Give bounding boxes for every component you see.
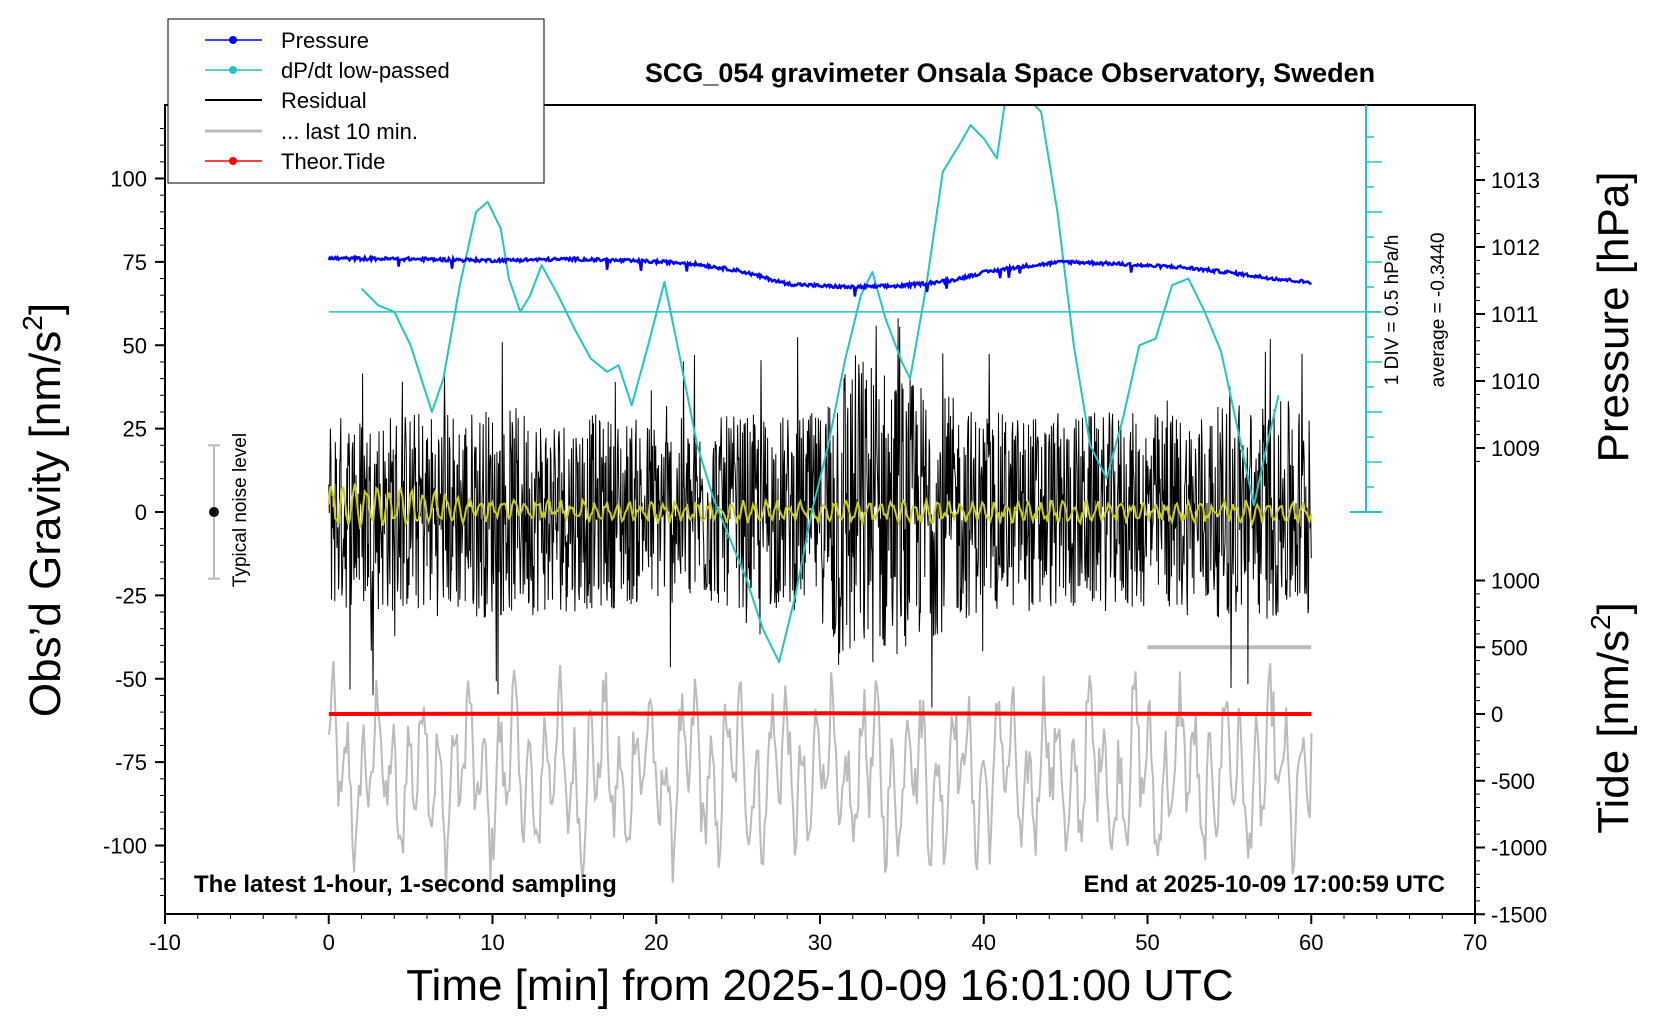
x-axis-title: Time [min] from 2025-10-09 16:01:00 UTC bbox=[406, 961, 1233, 1010]
left-tick-label: 100 bbox=[110, 167, 147, 192]
tide-axis-title: Tide [nm/s2] bbox=[1585, 602, 1638, 834]
legend-label-dpdt: dP/dt low-passed bbox=[281, 58, 450, 83]
smoothed-residual-line bbox=[327, 483, 1313, 531]
axes: -10 0 10 20 30 40 50 60 701007550250-25-50-75-10… bbox=[103, 105, 1547, 955]
legend-marker-dpdt bbox=[229, 66, 237, 74]
pressure-line bbox=[327, 254, 1312, 297]
legend-label-pressure: Pressure bbox=[281, 28, 369, 53]
left-tick-label: 25 bbox=[123, 417, 147, 442]
pressure-tick-label: 1013 bbox=[1491, 168, 1540, 193]
left-axis-title-sup: 2 bbox=[17, 315, 48, 331]
tide-axis-title-end: ] bbox=[1589, 602, 1638, 614]
left-tick-label: 0 bbox=[135, 500, 147, 525]
x-tick-label: 60 bbox=[1299, 930, 1323, 955]
tide-tick-label: -500 bbox=[1491, 769, 1535, 794]
footer-right: End at 2025-10-09 17:00:59 UTC bbox=[1084, 871, 1446, 898]
legend-label-residual: Residual bbox=[281, 88, 367, 113]
left-tick-label: -75 bbox=[115, 750, 147, 775]
x-tick-label: 0 bbox=[323, 930, 335, 955]
dpdt-line bbox=[360, 105, 1280, 664]
pressure-tick-label: 1012 bbox=[1491, 235, 1540, 260]
x-tick-label: 20 bbox=[644, 930, 668, 955]
legend-marker-tide bbox=[229, 157, 237, 165]
x-tick-label: 70 bbox=[1463, 930, 1487, 955]
noise-center-dot bbox=[209, 507, 219, 517]
pressure-tick-label: 1010 bbox=[1491, 369, 1540, 394]
legend: Pressure dP/dt low-passed Residual ... l… bbox=[167, 18, 545, 184]
tide-axis-title-sup: 2 bbox=[1585, 614, 1616, 630]
theoretical-tide-line bbox=[328, 711, 1312, 716]
dpdt-average-note: average = -0.3440 bbox=[1428, 233, 1449, 388]
left-axis-title-end: ] bbox=[21, 303, 70, 315]
footer-left: The latest 1-hour, 1-second sampling bbox=[194, 871, 617, 898]
tide-axis-title-main: Tide [nm/s bbox=[1589, 630, 1638, 834]
left-axis-title: Obs’d Gravity [nm/s2] bbox=[17, 303, 70, 717]
left-tick-label: -50 bbox=[115, 667, 147, 692]
legend-label-last10: ... last 10 min. bbox=[281, 119, 418, 144]
pressure-tick-label: 1009 bbox=[1491, 436, 1540, 461]
left-tick-label: 75 bbox=[123, 250, 147, 275]
left-tick-label: -100 bbox=[103, 834, 147, 859]
x-tick-label: -10 bbox=[149, 930, 181, 955]
plot-area bbox=[327, 105, 1380, 890]
chart-title: SCG_054 gravimeter Onsala Space Observat… bbox=[645, 58, 1375, 88]
x-tick-label: 40 bbox=[972, 930, 996, 955]
tide-oscillation-line bbox=[327, 661, 1313, 890]
left-tick-label: -25 bbox=[115, 583, 147, 608]
x-tick-label: 30 bbox=[808, 930, 832, 955]
pressure-axis-title: Pressure [hPa] bbox=[1589, 171, 1638, 462]
tide-tick-label: 500 bbox=[1491, 635, 1528, 660]
left-tick-label: 50 bbox=[123, 333, 147, 358]
x-tick-label: 10 bbox=[480, 930, 504, 955]
dpdt-div-note: 1 DIV = 0.5 hPa/h bbox=[1382, 235, 1403, 386]
pressure-tick-label: 1011 bbox=[1491, 302, 1538, 327]
left-axis-title-main: Obs’d Gravity [nm/s bbox=[21, 331, 70, 717]
tide-tick-label: -1500 bbox=[1491, 902, 1547, 927]
legend-marker-pressure bbox=[229, 36, 237, 44]
legend-label-tide: Theor.Tide bbox=[281, 149, 385, 174]
x-tick-label: 50 bbox=[1135, 930, 1159, 955]
noise-level-label: Typical noise level bbox=[230, 433, 251, 587]
tide-tick-label: 1000 bbox=[1491, 569, 1540, 594]
tide-tick-label: -1000 bbox=[1491, 836, 1547, 861]
residual-line bbox=[328, 318, 1312, 708]
tide-tick-label: 0 bbox=[1491, 702, 1503, 727]
